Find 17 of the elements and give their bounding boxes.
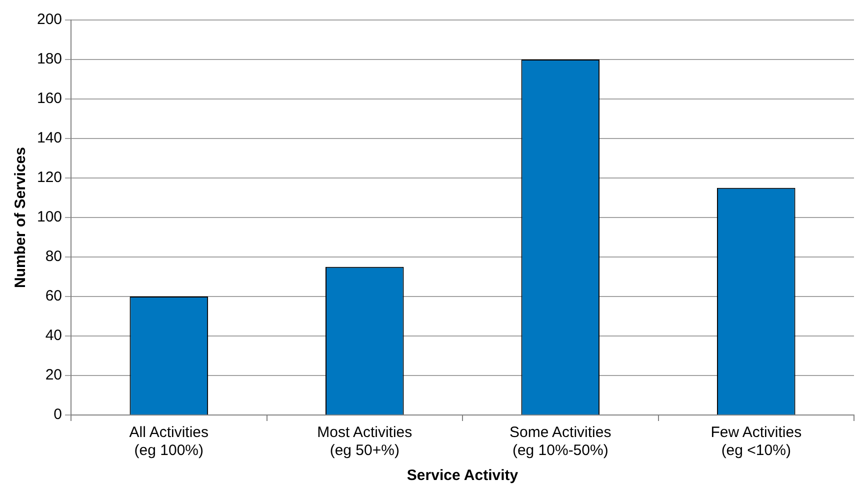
y-tick-label: 140 bbox=[36, 130, 62, 147]
x-tick-label: Some Activities (eg 10%-50%) bbox=[510, 424, 612, 460]
y-tick-label: 200 bbox=[36, 11, 62, 28]
x-tick-label: Most Activities (eg 50+%) bbox=[317, 424, 412, 460]
x-tick-label: Few Activities (eg <10%) bbox=[710, 424, 802, 460]
y-tick-label: 0 bbox=[54, 406, 62, 424]
y-tick-label: 180 bbox=[36, 50, 62, 68]
y-tick-label: 60 bbox=[45, 288, 62, 305]
x-axis-title: Service Activity bbox=[406, 467, 519, 484]
y-tick-label: 20 bbox=[45, 366, 62, 384]
y-tick-label: 160 bbox=[36, 90, 62, 108]
y-tick-label: 40 bbox=[45, 327, 62, 344]
y-axis-title: Number of Services bbox=[12, 147, 30, 288]
y-tick-label: 120 bbox=[36, 169, 62, 186]
y-tick-label: 80 bbox=[45, 248, 62, 266]
x-tick-label: All Activities (eg 100%) bbox=[129, 424, 208, 460]
y-tick-label: 100 bbox=[36, 208, 62, 226]
